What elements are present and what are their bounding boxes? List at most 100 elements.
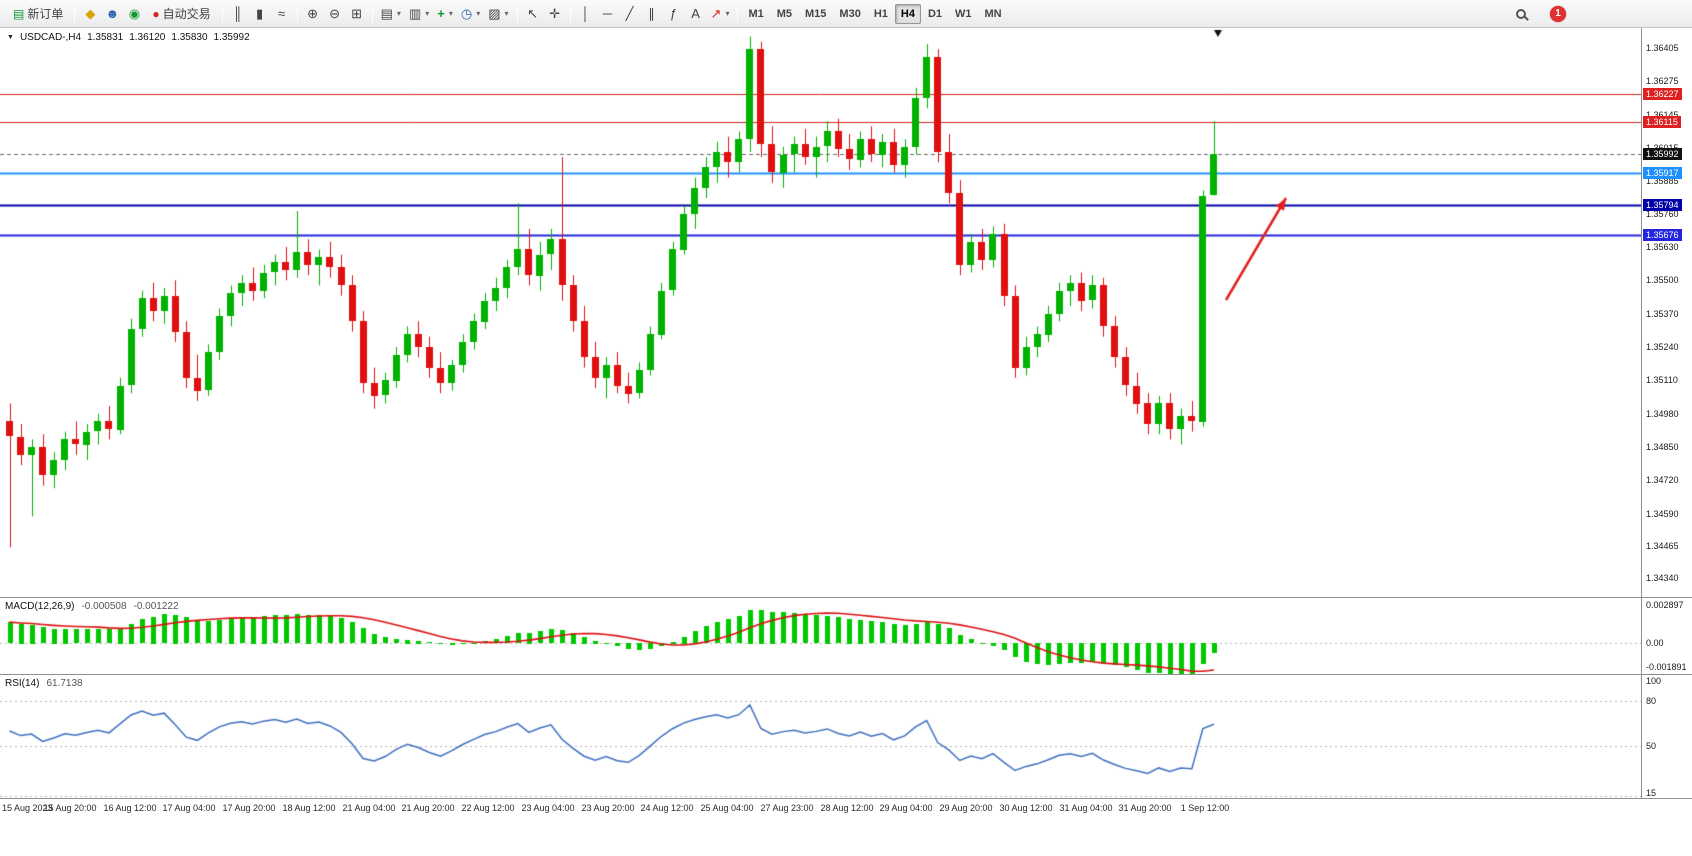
price-tick: 1.36405 [1646,43,1679,53]
chevron-down-icon: ▾ [725,9,730,18]
ohlc-close: 1.35992 [213,32,250,43]
panel-separator [0,798,1692,799]
macd-main-value: -0.000508 [81,601,127,612]
price-tick: 1.35500 [1646,275,1679,285]
rsi-canvas[interactable] [0,675,1641,798]
add-indicator-button[interactable]: + ▾ [433,3,457,25]
bar-chart-icon: ║ [233,6,243,21]
line-chart-icon: ≈ [278,6,286,21]
chevron-down-icon: ▾ [396,9,401,18]
notification-badge[interactable]: 1 [1550,5,1566,22]
text-tool-button[interactable]: A [685,3,707,25]
time-label: 23 Aug 20:00 [581,803,635,813]
chart-window: ▼ USDCAD-,H4 1.35831 1.36120 1.35830 1.3… [0,28,1692,820]
autotrade-label: 自动交易 [162,7,211,21]
timeframe-button-h1[interactable]: H1 [873,7,888,20]
price-tick: 1.36275 [1646,76,1679,86]
crosshair-icon: ✛ [549,5,560,21]
search-icon [1516,8,1526,19]
new-order-button[interactable]: ▤ 新订单 [6,3,70,25]
price-tick: 1.34720 [1646,475,1679,485]
autotrade-icon: ● [152,6,160,21]
chevron-down-icon: ▾ [504,9,509,18]
profile-icon: ☻ [105,6,120,21]
collapse-arrow-icon[interactable]: ▼ [7,34,14,41]
price-axis[interactable]: 1.364051.362751.361451.360151.358851.357… [1642,28,1692,798]
panel-separator[interactable] [0,597,1692,598]
trendline-tool-button[interactable]: ╱ [619,3,641,25]
zoom-out-button[interactable]: ⊖ [324,3,346,25]
macd-scale-max: 0.002897 [1646,600,1684,610]
channel-tool-button[interactable]: ∥ [641,3,663,25]
autotrade-button[interactable]: ● 自动交易 [145,3,217,25]
time-label: 15 Aug 20:00 [43,803,97,813]
toolbar-separator [296,4,298,23]
bar-chart-button[interactable]: ║ [227,3,249,25]
time-label: 23 Aug 04:00 [521,803,575,813]
rsi-level-label: 50 [1646,741,1657,751]
macd-signal-value: -0.001222 [133,601,179,612]
timeframe-button-w1[interactable]: W1 [955,7,972,20]
time-label: 31 Aug 20:00 [1118,803,1172,813]
rsi-title: RSI(14) 61.7138 [5,678,83,689]
cascade-charts-icon: ▥ [408,5,422,21]
timeframe-button-m5[interactable]: M5 [776,7,793,20]
community-button[interactable]: ◉ [123,3,145,25]
fibonacci-tool-button[interactable]: ƒ [663,3,685,25]
periods-button[interactable]: ◷ ▾ [457,3,484,25]
rsi-name: RSI(14) [5,678,40,689]
time-label: 21 Aug 04:00 [342,803,396,813]
trendline-icon: ╱ [625,5,634,21]
current-price-label: 1.35992 [1643,148,1682,160]
time-label: 18 Aug 12:00 [282,803,336,813]
zoom-in-icon: ⊕ [307,5,319,21]
templates-button[interactable]: ▨ ▾ [484,3,512,25]
arrange-charts-button[interactable]: ▤ ▾ [377,3,405,25]
toolbar-separator [74,4,76,23]
timeframe-button-m30[interactable]: M30 [839,7,861,20]
price-chart-canvas[interactable] [0,28,1641,597]
chevron-down-icon: ▾ [448,9,453,18]
time-axis[interactable]: 15 Aug 2023 15 Aug 20:00 16 Aug 12:00 17 Au… [0,799,1641,820]
timeframe-button-d1[interactable]: D1 [927,7,943,20]
timeframe-button-h4[interactable]: H4 [894,3,921,24]
arrows-tool-button[interactable]: ↗ ▾ [707,3,734,25]
profile-button[interactable]: ☻ [101,3,123,25]
price-tick: 1.34850 [1646,442,1679,452]
ohlc-high: 1.36120 [129,32,166,43]
new-order-icon: ▤ [13,6,25,21]
panel-separator[interactable] [0,674,1692,675]
timeframe-button-mn[interactable]: MN [984,7,1002,20]
price-tick: 1.34465 [1646,541,1679,551]
macd-scale-min: -0.001891 [1646,662,1687,672]
chevron-down-icon: ▾ [476,9,481,18]
cursor-button[interactable]: ↖ [522,3,544,25]
cascade-charts-button[interactable]: ▥ ▾ [405,3,433,25]
candle-chart-button[interactable]: ▮ [249,3,271,25]
timeframe-button-m15[interactable]: M15 [805,7,827,20]
horizontal-line-tool-button[interactable]: ─ [597,3,619,25]
macd-canvas[interactable] [0,598,1641,674]
zoom-out-icon: ⊖ [329,5,341,21]
time-label: 15 Aug 2023 [2,803,53,813]
crosshair-button[interactable]: ✛ [544,3,566,25]
zoom-in-button[interactable]: ⊕ [302,3,324,25]
tile-windows-button[interactable]: ⊞ [346,3,368,25]
line-chart-button[interactable]: ≈ [271,3,293,25]
search-button[interactable] [1510,3,1532,25]
hline-price-label: 1.36227 [1643,88,1682,100]
time-label: 17 Aug 20:00 [222,803,276,813]
time-label: 29 Aug 20:00 [939,803,993,813]
price-tick: 1.34340 [1646,573,1679,583]
hline-price-label: 1.35917 [1643,167,1682,179]
timeframe-button-m1[interactable]: M1 [748,7,764,20]
new-order-label: 新订单 [27,7,64,21]
vertical-line-tool-button[interactable]: │ [575,3,597,25]
arrows-tool-icon: ↗ [710,5,722,21]
fibonacci-icon: ƒ [669,6,678,21]
wizard-button[interactable]: ◆ [79,3,101,25]
wizard-icon: ◆ [85,5,96,21]
time-label: 1 Sep 12:00 [1180,803,1230,813]
templates-icon: ▨ [488,5,501,21]
toolbar-separator [737,4,739,23]
